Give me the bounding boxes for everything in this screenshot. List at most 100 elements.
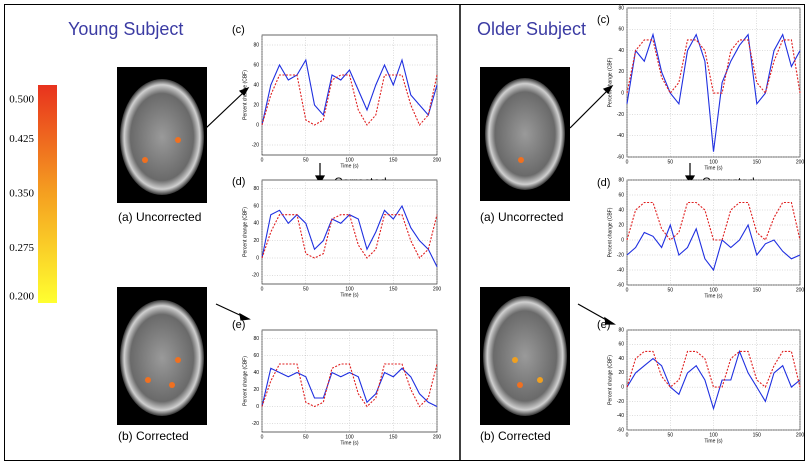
- y-tick-label: -20: [252, 421, 259, 427]
- x-tick-label: 100: [709, 159, 718, 165]
- y-tick-label: 60: [253, 353, 259, 359]
- y-tick-label: -60: [617, 154, 624, 160]
- x-tick-label: 100: [345, 286, 354, 292]
- y-axis-label: Percent change (CBF): [242, 207, 248, 257]
- y-axis-label: Percent change (CBF): [607, 57, 613, 107]
- activation: [175, 137, 181, 143]
- frame: [4, 4, 805, 461]
- plot-area: [626, 7, 801, 158]
- activation: [169, 382, 175, 388]
- y-tick-label: 60: [618, 192, 624, 198]
- y-tick-label: 0: [256, 122, 259, 128]
- y-tick-label: -60: [617, 427, 624, 433]
- arrow: [569, 89, 609, 129]
- x-tick-label: 150: [389, 434, 398, 440]
- caption: (b) Corrected: [118, 429, 189, 443]
- x-tick-label: 0: [261, 286, 264, 292]
- x-tick-label: 150: [389, 286, 398, 292]
- y-tick-label: 80: [253, 336, 259, 342]
- brain: [485, 78, 565, 190]
- x-tick-label: 100: [709, 287, 718, 293]
- x-axis-label: Time (s): [340, 440, 358, 446]
- x-tick-label: 50: [667, 432, 673, 438]
- x-tick-label: 50: [667, 159, 673, 165]
- x-axis-label: Time (s): [704, 293, 722, 299]
- series-line: [626, 201, 801, 241]
- y-tick-label: 40: [253, 221, 259, 227]
- y-tick-label: 20: [253, 102, 259, 108]
- y-tick-label: 20: [618, 370, 624, 376]
- y-tick-label: 20: [253, 387, 259, 393]
- x-axis-label: Time (s): [704, 165, 722, 171]
- arrow: [205, 91, 245, 129]
- series-line: [261, 74, 438, 127]
- series-line: [626, 350, 801, 389]
- activation: [512, 357, 518, 363]
- y-axis-label: Percent change (CBF): [607, 207, 613, 257]
- panel-label: (c): [232, 24, 245, 36]
- series-line: [261, 214, 438, 259]
- x-tick-label: 0: [261, 157, 264, 163]
- y-tick-label: 40: [253, 82, 259, 88]
- y-axis-label: Percent change (CBF): [607, 355, 613, 405]
- y-tick-label: -60: [617, 282, 624, 288]
- x-tick-label: 50: [303, 157, 309, 163]
- caption: (a) Uncorrected: [118, 210, 201, 224]
- panel-title: Older Subject: [477, 19, 586, 39]
- y-tick-label: 60: [618, 342, 624, 348]
- x-axis-label: Time (s): [340, 163, 358, 169]
- arrow-head: [238, 86, 250, 96]
- colorbar-tick-label: 0.200: [9, 291, 34, 303]
- y-tick-label: 40: [618, 207, 624, 213]
- brain-images: [117, 67, 570, 425]
- y-tick-label: 80: [618, 327, 624, 333]
- colorbar-tick-label: 0.425: [9, 133, 34, 145]
- activation: [518, 157, 524, 163]
- y-tick-label: 20: [618, 222, 624, 228]
- x-tick-label: 50: [303, 434, 309, 440]
- x-tick-label: 0: [626, 432, 629, 438]
- activation: [142, 157, 148, 163]
- y-tick-label: -20: [252, 142, 259, 148]
- arrow-head: [314, 175, 326, 185]
- series-line: [261, 204, 438, 267]
- arrow: [215, 303, 245, 318]
- y-tick-label: 40: [618, 48, 624, 54]
- series-line: [261, 367, 438, 407]
- x-axis-label: Time (s): [340, 292, 358, 298]
- x-tick-label: 200: [796, 159, 805, 165]
- y-tick-label: 80: [618, 177, 624, 183]
- y-tick-label: -20: [617, 112, 624, 118]
- colorbar-tick-label: 0.500: [9, 94, 34, 106]
- caption: (b) Corrected: [480, 429, 551, 443]
- series-line: [626, 223, 801, 272]
- x-tick-label: 150: [753, 159, 762, 165]
- y-tick-label: 60: [618, 27, 624, 33]
- x-tick-label: 200: [433, 434, 442, 440]
- series-line: [626, 39, 801, 95]
- arrows: [205, 84, 696, 325]
- panel-title: Young Subject: [68, 19, 183, 39]
- x-tick-label: 0: [626, 287, 629, 293]
- x-tick-label: 200: [796, 287, 805, 293]
- x-tick-label: 200: [796, 432, 805, 438]
- y-tick-label: 80: [253, 42, 259, 48]
- series-line: [261, 58, 438, 126]
- x-tick-label: 150: [389, 157, 398, 163]
- y-tick-label: 0: [621, 237, 624, 243]
- y-tick-label: 80: [618, 5, 624, 11]
- arrow-head: [239, 312, 251, 321]
- y-axis-label: Percent change (CBF): [242, 70, 248, 120]
- activation: [175, 357, 181, 363]
- panel-label: (c): [597, 14, 610, 26]
- x-tick-label: 150: [753, 287, 762, 293]
- x-tick-label: 50: [667, 287, 673, 293]
- brain: [483, 296, 567, 416]
- caption: (a) Uncorrected: [480, 210, 563, 224]
- arrow-head: [602, 84, 614, 94]
- y-tick-label: 60: [253, 203, 259, 209]
- y-tick-label: -20: [617, 399, 624, 405]
- x-tick-label: 150: [753, 432, 762, 438]
- y-tick-label: 20: [618, 69, 624, 75]
